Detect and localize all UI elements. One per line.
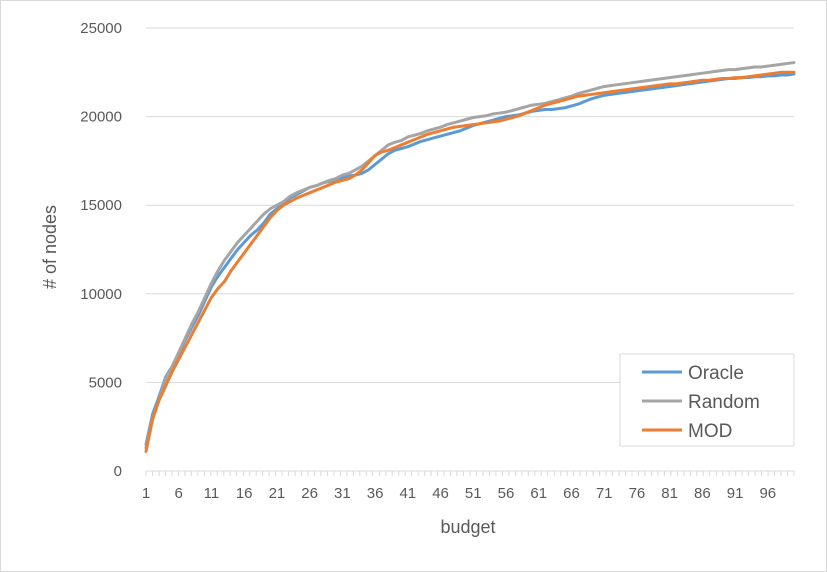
x-tick-label: 36 [367,485,384,502]
y-tick-labels: 0 5000 10000 15000 20000 25000 [80,20,122,480]
y-tick-label: 5000 [89,374,122,391]
legend-label-oracle: Oracle [688,363,744,384]
x-tick-label: 6 [175,485,183,502]
x-axis [145,470,795,476]
legend-label-random: Random [688,392,760,413]
x-tick-label: 46 [432,485,449,502]
x-tick-label: 26 [301,485,318,502]
x-tick-label: 51 [465,485,482,502]
y-tick-label: 20000 [80,109,122,126]
series-lines [144,61,796,454]
x-tick-label: 41 [399,485,416,502]
x-tick-label: 56 [498,485,515,502]
y-tick-label: 10000 [80,286,122,303]
y-axis-title: # of nodes [40,205,60,289]
x-tick-label: 11 [204,485,220,502]
x-tick-label: 66 [563,485,580,502]
x-tick-label: 76 [629,485,646,502]
series-line-oracle [144,72,796,446]
x-tick-label: 16 [236,485,253,502]
y-tick-label: 25000 [80,20,122,37]
series-line-random [144,61,796,450]
x-tick-label: 96 [759,485,776,502]
legend: Oracle Random MOD [619,353,795,447]
legend-label-mod: MOD [688,421,732,442]
x-tick-label: 21 [269,485,286,502]
y-tick-label: 15000 [80,197,122,214]
x-tick-labels: 1 6 11 16 21 26 31 36 41 46 51 56 61 66 71 76 81 86 91 96 [142,485,776,502]
x-tick-label: 1 [142,485,150,502]
x-tick-label: 91 [727,485,744,502]
x-tick-label: 86 [694,485,711,502]
x-tick-label: 71 [596,485,613,502]
x-tick-label: 81 [661,485,678,502]
series-line-mod [144,70,796,454]
x-axis-title: budget [440,517,495,537]
x-tick-label: 61 [530,485,547,502]
y-tick-label: 0 [114,463,122,480]
x-tick-label: 31 [334,485,351,502]
